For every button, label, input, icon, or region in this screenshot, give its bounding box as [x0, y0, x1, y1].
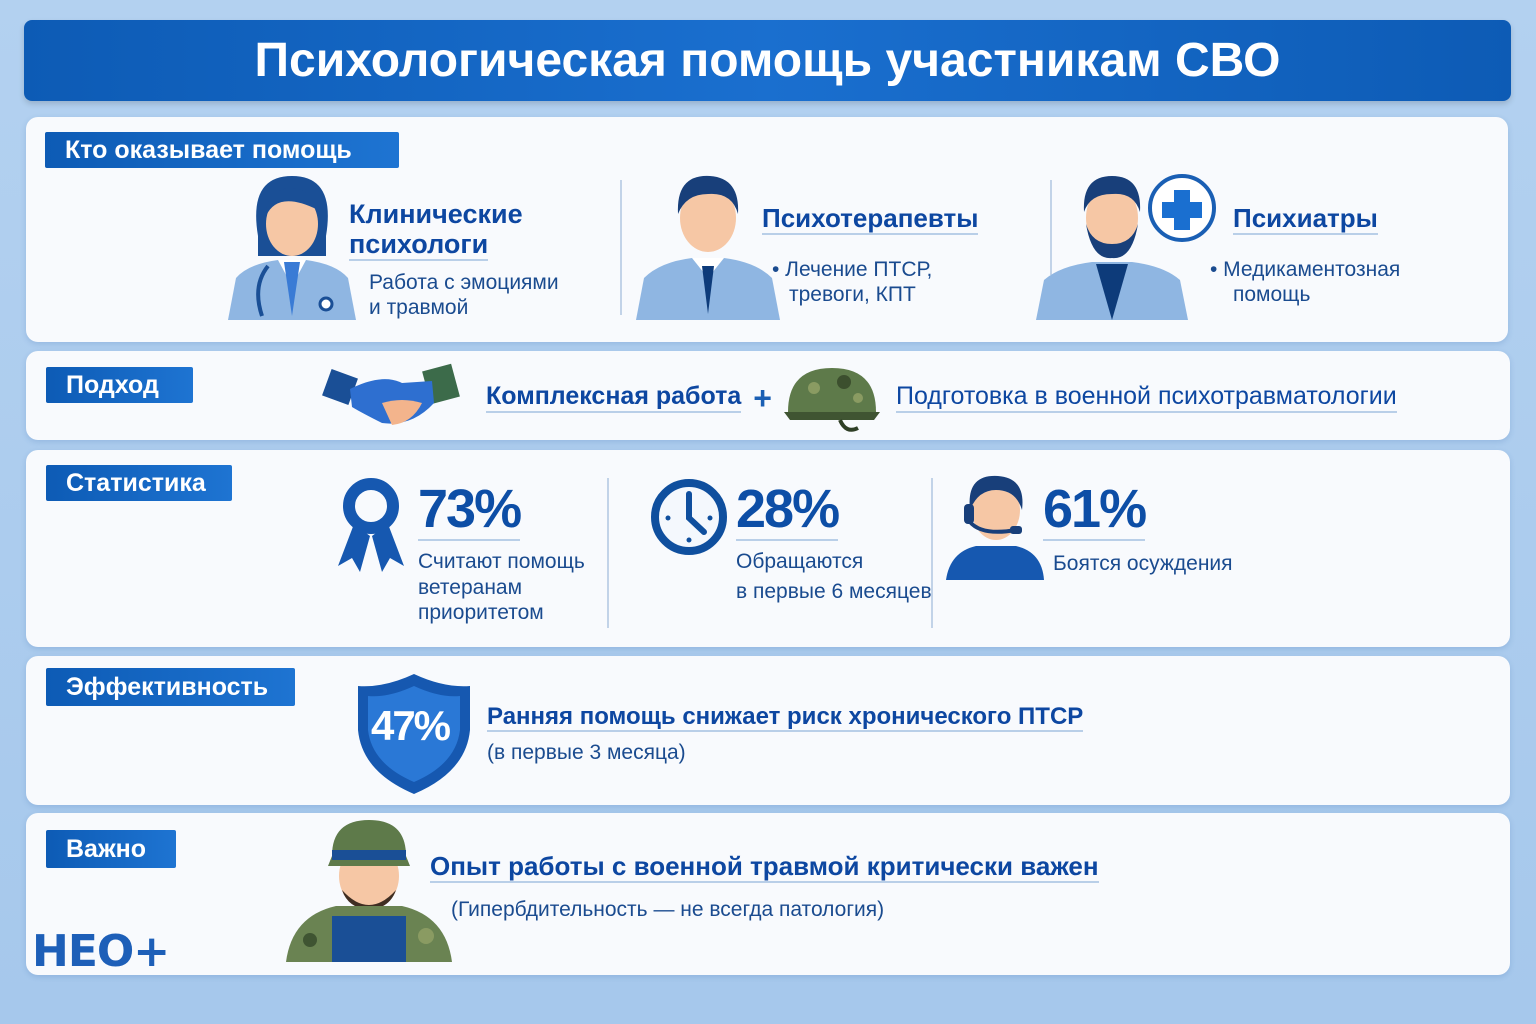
effect-note: (в первые 3 месяца)	[487, 741, 686, 765]
effect-label: Эффективность	[46, 668, 295, 706]
stat-text: в первые 6 месяцев	[736, 579, 932, 603]
page-title: Психологическая помощь участникам СВО	[24, 20, 1511, 101]
divider	[607, 478, 609, 628]
clinical-title-2: психологи	[349, 229, 489, 262]
clinical-title-1: Клинические	[349, 199, 523, 229]
psychotherapist-text: • Лечение ПТСР, тревоги, КПТ	[772, 257, 932, 307]
stats-label: Статистика	[46, 465, 232, 501]
approach-card	[26, 351, 1510, 440]
clock-icon	[651, 479, 727, 555]
clinical-title: Клинические психологи	[349, 199, 523, 262]
important-note: (Гипербдительность — не всегда патология…	[451, 897, 885, 921]
handshake-icon	[322, 363, 460, 425]
psychotherapist-title: Психотерапевты	[762, 203, 979, 235]
stat-text: ветеранам	[418, 575, 523, 599]
approach-label: Подход	[46, 367, 193, 403]
approach-item-1: Комплексная работа	[486, 383, 742, 413]
female-psychologist-icon	[228, 176, 356, 320]
approach-item-2: Подготовка в военной психотравматологии	[895, 383, 1397, 413]
divider	[931, 478, 933, 628]
clinical-text: Работа с эмоциями и травмой	[369, 270, 559, 320]
divider	[1050, 180, 1052, 275]
helmet-icon	[783, 368, 880, 432]
effect-value: 47%	[370, 702, 451, 749]
award-ribbon-icon	[338, 478, 404, 572]
psychotherapist-icon	[636, 175, 780, 320]
stats-card	[26, 450, 1510, 647]
stat-text: Боятся осуждения	[1053, 552, 1233, 576]
clinical-text-2: и травмой	[369, 296, 469, 320]
plus-sign: +	[753, 380, 772, 416]
stat-text: Обращаются	[736, 550, 864, 574]
important-card	[26, 813, 1510, 975]
psychiatrist-text-1: • Медикаментозная	[1210, 258, 1401, 281]
important-text: Опыт работы с военной травмой критически…	[430, 851, 1099, 883]
psychotherapist-text-1: • Лечение ПТСР,	[772, 258, 933, 281]
stat-value-73: 73%	[418, 479, 522, 542]
stat-73: 73% Считают помощь ветеранам приоритетом	[418, 479, 585, 625]
clinical-text-1: Работа с эмоциями	[369, 271, 559, 294]
stat-61: 61% Боятся осуждения	[1043, 479, 1233, 577]
psychiatrist-text: • Медикаментозная помощь	[1210, 257, 1400, 307]
divider	[620, 180, 622, 315]
psychotherapist-text-2: тревоги, КПТ	[789, 283, 916, 307]
stat-28: 28% Обращаются в первые 6 месяцев	[736, 479, 932, 604]
soldier-icon	[286, 820, 452, 962]
psychiatrist-icon	[1036, 174, 1216, 320]
psychiatrist-title: Психиатры	[1233, 203, 1378, 235]
approach-row: Комплексная работа + Подготовка в военно…	[322, 362, 1397, 434]
important-text-block: Опыт работы с военной травмой критически…	[430, 852, 1099, 922]
effect-text: Ранняя помощь снижает риск хронического …	[487, 703, 1084, 733]
stat-text: Считают помощь	[418, 550, 585, 574]
stat-text: приоритетом	[418, 600, 544, 624]
stat-value-28: 28%	[736, 479, 840, 542]
logo: НЕО+	[32, 926, 170, 977]
person-headset-icon	[946, 475, 1044, 580]
important-label: Важно	[46, 830, 176, 868]
who-label: Кто оказывает помощь	[45, 132, 399, 168]
shield-icon	[358, 674, 470, 794]
psychiatrist-text-2: помощь	[1233, 283, 1311, 307]
effect-text-block: Ранняя помощь снижает риск хронического …	[487, 703, 1084, 766]
stat-value-61: 61%	[1043, 479, 1147, 542]
